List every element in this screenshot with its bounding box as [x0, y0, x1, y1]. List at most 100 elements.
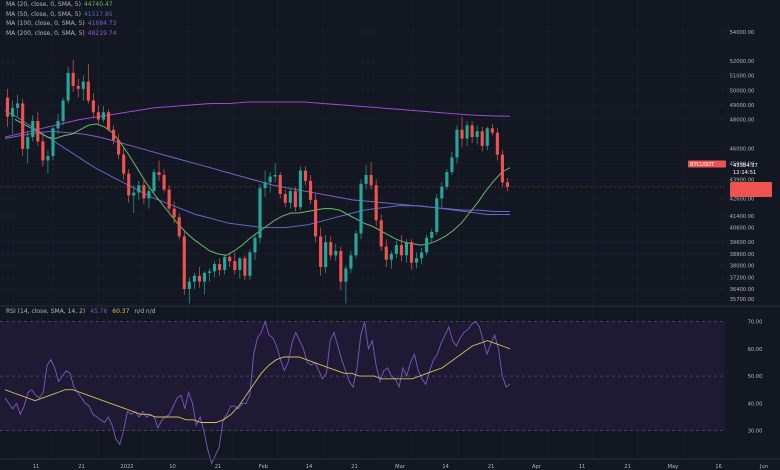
price-axis[interactable]: 54000.00 52000.00 51000.00 50000.00 49000.00… — [730, 30, 755, 303]
candle-body — [359, 183, 363, 234]
candle-body — [384, 246, 388, 260]
candle-body — [61, 100, 65, 121]
price-tick-label: 37200.00 — [730, 275, 755, 281]
candle-body — [101, 112, 106, 120]
rsi-legend-label: RSI (14, close, SMA, 14, 2) — [6, 308, 86, 315]
price-tick-label: 35700.00 — [730, 297, 755, 303]
candle-body — [117, 139, 121, 155]
candle-body — [106, 112, 111, 130]
candlestick-series — [5, 59, 510, 304]
rsi-ma-legend-value: 60.37 — [112, 308, 130, 315]
candle-body — [334, 250, 338, 256]
current-price-tag: BTCUSDT BTCUSDT 43384.37 12:14:51 — [688, 160, 772, 197]
rsi-legend[interactable]: RSI (14, close, SMA, 14, 2) 45.76 60.37 … — [6, 308, 159, 315]
legend-ma50-label: MA (50, close, 0, SMA, 5) — [6, 10, 81, 18]
rsi-ma-line — [4, 340, 511, 423]
candle-body — [248, 252, 252, 276]
candle-body — [243, 258, 247, 276]
candle-body — [303, 170, 308, 181]
candle-body — [187, 281, 191, 289]
price-tick-label: 39600.00 — [730, 240, 755, 246]
candle-body — [46, 156, 50, 161]
candle-body — [167, 189, 171, 209]
price-tick-label: 45000.00 — [730, 161, 755, 167]
candle-body — [440, 186, 444, 199]
candle-body — [415, 258, 419, 263]
candle-body — [263, 182, 267, 189]
price-tick-label: 52000.00 — [730, 59, 755, 65]
candle-body — [324, 242, 328, 268]
legend-ma200[interactable]: MA (200, close, 0, SMA, 5) 48219.74 — [6, 29, 116, 39]
legend-ma200-value: 48219.74 — [87, 29, 117, 37]
candle-body — [157, 172, 161, 176]
legend-ma100[interactable]: MA (100, close, 0, SMA, 5) 41684.73 — [6, 19, 116, 29]
legend-ma20-value: 44740.47 — [83, 1, 113, 8]
price-tick-label: 42600.00 — [730, 196, 755, 202]
candle-body — [283, 194, 287, 203]
legend-ma50-value: 41517.85 — [83, 10, 113, 18]
candle-body — [36, 120, 40, 142]
price-tick-label: 38800.00 — [730, 252, 755, 258]
candle-body — [137, 185, 141, 193]
candle-body — [460, 129, 464, 139]
candle-body — [5, 97, 10, 117]
candle-body — [364, 175, 368, 184]
candle-body — [389, 253, 393, 260]
candle-body — [450, 157, 454, 173]
candle-body — [162, 175, 166, 190]
candle-body — [51, 128, 55, 157]
price-tick-label: 43900.00 — [730, 177, 755, 183]
rsi-axis[interactable]: 70.00 60.00 50.00 40.00 30.00 — [748, 319, 763, 434]
candle-body — [278, 175, 282, 195]
candle-body — [228, 256, 232, 262]
legend-ma50[interactable]: MA (50, close, 0, SMA, 5) 41517.85 — [6, 10, 116, 20]
candle-body — [500, 154, 504, 183]
candle-body — [308, 180, 313, 200]
price-tick-label: 50000.00 — [730, 88, 755, 94]
legend-ma20[interactable]: MA (20, close, 0, SMA, 5) 44740.47 — [6, 0, 116, 10]
time-tick-label: 10 — [169, 464, 176, 470]
candle-body — [465, 125, 469, 139]
rsi-lines — [4, 320, 511, 465]
candle-body — [344, 268, 348, 282]
candle-body — [213, 264, 217, 272]
time-axis[interactable]: 11 21 2022 10 21 Feb 14 21 Mar 14 21 Apr 11 21 May 16 Ju… — [0, 458, 780, 470]
time-tick-label: 21 — [624, 464, 631, 470]
symbol-tag-box — [688, 160, 726, 168]
price-tag-price: 43384.37 — [733, 163, 758, 169]
time-tick-label: 21 — [488, 464, 495, 470]
candle-body — [354, 233, 358, 256]
candle-body — [122, 154, 126, 174]
candle-body — [369, 175, 373, 186]
candle-body — [91, 100, 95, 113]
candle-body — [455, 129, 459, 158]
time-tick-label: 11 — [33, 464, 40, 470]
candle-body — [425, 237, 429, 253]
candle-body — [223, 256, 227, 270]
price-tick-label: 51000.00 — [730, 74, 755, 80]
candle-body — [41, 141, 45, 161]
time-tick-label: 21 — [215, 464, 222, 470]
price-tick-label: 46000.00 — [730, 147, 755, 153]
legend-ma200-label: MA (200, close, 0, SMA, 5) — [6, 29, 85, 37]
candle-body — [399, 245, 403, 256]
candle-body — [445, 172, 449, 187]
ma50-line — [4, 110, 510, 229]
candle-body — [202, 272, 207, 282]
time-tick-label: 14 — [306, 464, 313, 470]
candle-body — [182, 236, 186, 289]
candle-body — [485, 128, 489, 146]
price-tag-countdown: 12:14:51 — [733, 170, 756, 176]
candle-body — [192, 275, 196, 282]
candle-body — [76, 85, 80, 89]
candle-body — [339, 250, 343, 282]
time-tick-label: Apr — [532, 464, 542, 470]
price-tick-label: 40600.00 — [730, 226, 755, 232]
candle-body — [16, 103, 20, 108]
candle-body — [420, 252, 424, 259]
candle-body — [404, 242, 409, 256]
legend-ma20-label: MA (20, close, 0, SMA, 5) — [6, 1, 81, 8]
candle-body — [505, 182, 510, 187]
candle-body — [11, 107, 15, 117]
